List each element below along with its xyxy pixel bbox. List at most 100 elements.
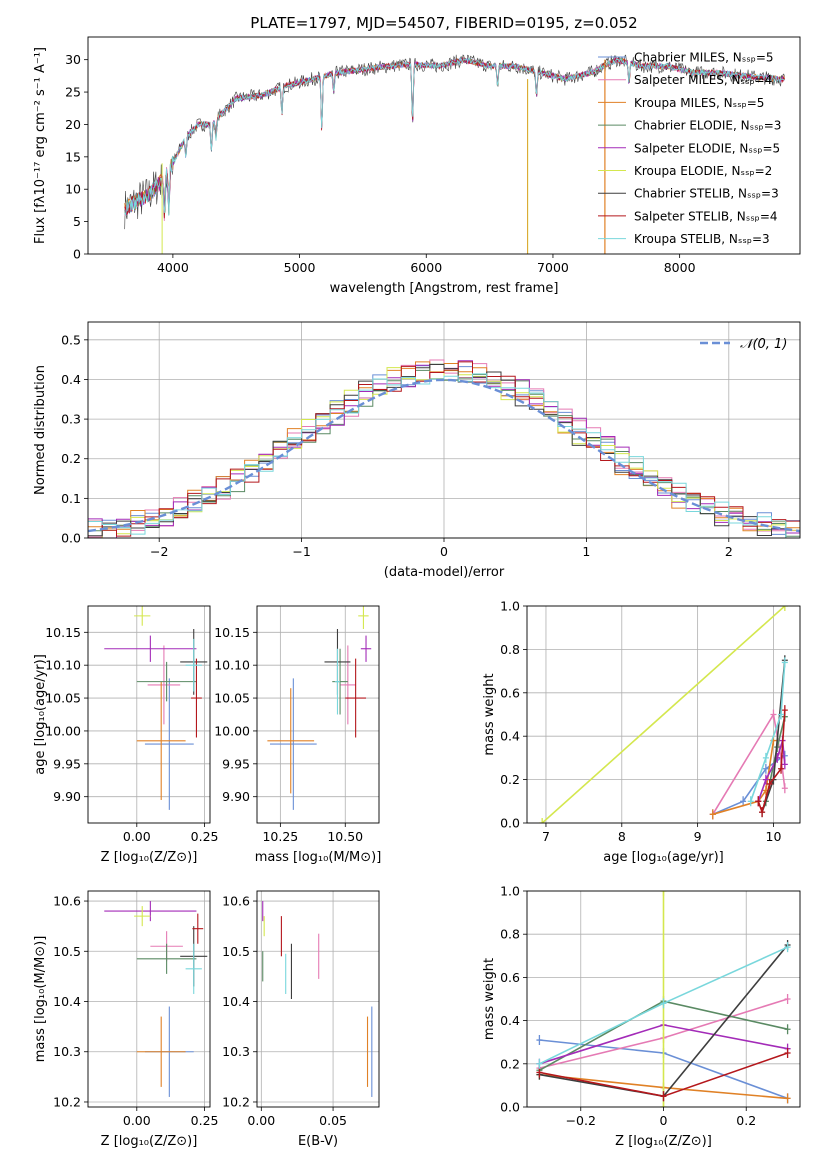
weight-marker <box>781 657 788 668</box>
errorbar-point <box>147 645 181 725</box>
x-tick-label: 2 <box>725 544 733 559</box>
y-tick-label: 1.0 <box>500 599 520 614</box>
y-tick-label: 30 <box>65 52 81 67</box>
weight-marker <box>536 1067 543 1078</box>
y-tick-label: 10.2 <box>222 1094 250 1109</box>
weight-marker <box>536 1058 543 1069</box>
panel-residuals: −2 −1 0 1 2 0.0 0.1 0.2 0.3 0.4 0.5 (data-model)/er… <box>33 321 801 580</box>
x-tick-label: −0.2 <box>566 1113 596 1128</box>
axes: 10.25 10.50 9.90 9.95 10.00 10.05 10.10 10.15 ma… <box>214 605 381 865</box>
y-tick-label: 0.4 <box>61 372 81 387</box>
x-tick-label: −1 <box>292 544 310 559</box>
x-tick-label: 4000 <box>157 260 189 275</box>
y-tick-label: 10.3 <box>222 1044 250 1059</box>
legend-label: Salpeter MILES, Nₛₛₚ=4 <box>634 73 772 87</box>
errorbar-point <box>191 658 202 738</box>
grid <box>88 606 210 823</box>
axes: 0.00 0.25 9.90 9.95 10.00 10.05 10.10 10.15 Z [l… <box>33 605 219 865</box>
errorbar-point <box>360 635 372 662</box>
y-tick-label: 10 <box>65 182 81 197</box>
errorbar-point <box>334 648 341 715</box>
weight-marker <box>781 705 788 716</box>
errorbar-point <box>192 913 204 944</box>
y-tick-label: 10.6 <box>222 894 250 909</box>
panel-mass-vs-ebv: 0.00 0.05 10.2 10.3 10.4 10.5 10.6 E(B-V) <box>222 890 380 1149</box>
x-tick-label: 10.25 <box>262 829 298 844</box>
x-tick-label: 0 <box>660 1113 668 1128</box>
axes: 0.00 0.05 10.2 10.3 10.4 10.5 10.6 E(B-V) <box>222 890 380 1149</box>
x-axis-label: wavelength [Angstrom, rest frame] <box>330 281 559 296</box>
x-axis-label: age [log₁₀(age/yr)] <box>603 850 724 865</box>
panel-age-vs-mass: 10.25 10.50 9.90 9.95 10.00 10.05 10.10 10.15 ma… <box>214 605 381 865</box>
y-tick-label: 0.0 <box>500 1100 520 1115</box>
y-tick-label: 20 <box>65 117 81 132</box>
y-tick-label: 10.05 <box>45 691 81 706</box>
y-tick-label: 15 <box>65 149 81 164</box>
y-tick-label: 10.05 <box>214 691 250 706</box>
y-tick-label: 9.90 <box>53 789 81 804</box>
panel-spectrum: 4000 5000 6000 7000 8000 0 5 10 15 20 25 30 waveleng… <box>33 14 801 296</box>
x-tick-label: 8000 <box>664 260 696 275</box>
panel-mass-vs-Z: 0.00 0.25 10.2 10.3 10.4 10.5 10.6 Z [log₁₀(Z/Z… <box>33 890 219 1149</box>
weight-marker <box>770 709 777 720</box>
y-axis-label: Flux [fλ10⁻¹⁷ erg cm⁻² s⁻¹ A⁻¹] <box>33 47 48 244</box>
x-tick-label: 9 <box>694 829 702 844</box>
x-tick-label: 0.25 <box>191 829 219 844</box>
x-axis-label: Z [log₁₀(Z/Z⊙)] <box>101 1134 198 1149</box>
legend-label: Kroupa MILES, Nₛₛₚ=5 <box>634 96 764 110</box>
x-tick-label: 6000 <box>410 260 442 275</box>
weight-line <box>541 606 786 823</box>
errorbar-point <box>136 943 197 974</box>
y-axis-label: Normed distribution <box>33 365 48 495</box>
weight-marker <box>784 1024 791 1035</box>
y-tick-label: 10.00 <box>45 723 81 738</box>
x-tick-label: 5000 <box>284 260 316 275</box>
weight-marker <box>762 752 769 763</box>
weight-marker <box>660 1102 667 1107</box>
weight-marker <box>784 942 791 953</box>
x-tick-label: 0.00 <box>123 1113 151 1128</box>
plot-area <box>536 891 791 1107</box>
axes: 4000 5000 6000 7000 8000 0 5 10 15 20 25 30 waveleng… <box>33 36 801 296</box>
y-tick-label: 10.10 <box>45 658 81 673</box>
x-tick-label: 0.05 <box>319 1113 347 1128</box>
legend: Chabrier MILES, Nₛₛₚ=5 Salpeter MILES, Nₛ… <box>598 51 781 246</box>
weight-marker <box>747 796 754 807</box>
axes-frame <box>256 605 380 824</box>
y-tick-label: 10.5 <box>53 944 81 959</box>
axes-frame <box>87 36 801 255</box>
y-tick-label: 0.0 <box>500 816 520 831</box>
weight-marker <box>536 1035 543 1046</box>
errorbar-point <box>345 658 367 738</box>
x-tick-label: −2 <box>150 544 168 559</box>
errorbar-point <box>134 606 151 626</box>
errorbar-point <box>136 681 186 800</box>
panel-weight-vs-age: 7 8 9 10 0.0 0.2 0.4 0.6 0.8 1.0 age [log₁₀(age/yr… <box>482 599 801 865</box>
weight-marker <box>759 807 766 818</box>
x-tick-label: 7000 <box>537 260 569 275</box>
x-tick-label: 10.50 <box>327 829 363 844</box>
errorbar-point <box>134 906 151 927</box>
legend-label: Chabrier MILES, Nₛₛₚ=5 <box>634 51 774 65</box>
weight-marker <box>778 763 785 774</box>
weight-marker <box>755 796 762 807</box>
x-tick-label: 0.25 <box>191 1113 219 1128</box>
y-tick-label: 1.0 <box>500 884 520 899</box>
legend-label: Salpeter ELODIE, Nₛₛₚ=5 <box>634 141 780 155</box>
y-tick-label: 0.0 <box>61 531 81 546</box>
y-axis-label: mass [log₁₀(M/M⊙)] <box>33 936 48 1063</box>
y-tick-label: 10.4 <box>53 994 81 1009</box>
axes: −0.2 0 0.2 0.0 0.2 0.4 0.6 0.8 1.0 Z [log₁₀(Z/Z⊙)… <box>482 884 801 1149</box>
weight-marker <box>709 809 716 820</box>
errorbar-point <box>104 901 197 922</box>
x-tick-label: 0 <box>440 544 448 559</box>
legend-label: Chabrier STELIB, Nₛₛₚ=3 <box>634 187 779 201</box>
errorbar-point <box>358 606 369 630</box>
grid <box>257 606 379 823</box>
plot-area <box>539 606 788 823</box>
axes: −2 −1 0 1 2 0.0 0.1 0.2 0.3 0.4 0.5 (data-model)/er… <box>33 321 801 580</box>
x-tick-label: 0.00 <box>123 829 151 844</box>
y-tick-label: 0.2 <box>500 772 520 787</box>
y-tick-label: 0.6 <box>500 685 520 700</box>
errorbar-point <box>269 678 317 810</box>
